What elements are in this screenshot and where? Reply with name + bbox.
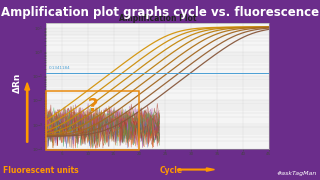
Bar (46, 91, 140, 150)
Text: Cycle: Cycle (160, 166, 183, 175)
Text: #askTagMan: #askTagMan (276, 171, 317, 176)
Text: ΔRn: ΔRn (13, 73, 22, 93)
Title: Amplification Plot: Amplification Plot (119, 14, 196, 23)
Text: ?: ? (88, 97, 98, 115)
Text: 0.1341184: 0.1341184 (49, 66, 70, 70)
Text: Fluorescent units: Fluorescent units (3, 166, 79, 175)
Text: Amplification plot graphs cycle vs. fluorescence: Amplification plot graphs cycle vs. fluo… (1, 6, 319, 19)
